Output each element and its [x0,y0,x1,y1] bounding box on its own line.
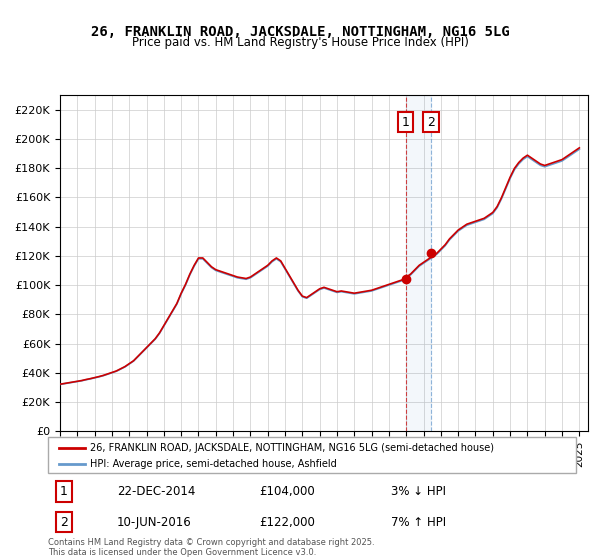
Text: HPI: Average price, semi-detached house, Ashfield: HPI: Average price, semi-detached house,… [90,459,337,469]
Text: 7% ↑ HPI: 7% ↑ HPI [391,516,446,529]
Text: Contains HM Land Registry data © Crown copyright and database right 2025.
This d: Contains HM Land Registry data © Crown c… [48,538,374,557]
Text: 26, FRANKLIN ROAD, JACKSDALE, NOTTINGHAM, NG16 5LG: 26, FRANKLIN ROAD, JACKSDALE, NOTTINGHAM… [91,25,509,39]
Text: 2: 2 [60,516,68,529]
Text: £122,000: £122,000 [259,516,315,529]
Text: 2: 2 [427,115,435,129]
Text: 26, FRANKLIN ROAD, JACKSDALE, NOTTINGHAM, NG16 5LG (semi-detached house): 26, FRANKLIN ROAD, JACKSDALE, NOTTINGHAM… [90,443,494,452]
Text: 10-JUN-2016: 10-JUN-2016 [116,516,191,529]
Text: £104,000: £104,000 [259,485,315,498]
Text: 22-DEC-2014: 22-DEC-2014 [116,485,195,498]
FancyBboxPatch shape [48,437,576,473]
Text: Price paid vs. HM Land Registry's House Price Index (HPI): Price paid vs. HM Land Registry's House … [131,36,469,49]
Text: 1: 1 [60,485,68,498]
Text: 3% ↓ HPI: 3% ↓ HPI [391,485,446,498]
Bar [406,95,431,431]
Text: 1: 1 [401,115,409,129]
